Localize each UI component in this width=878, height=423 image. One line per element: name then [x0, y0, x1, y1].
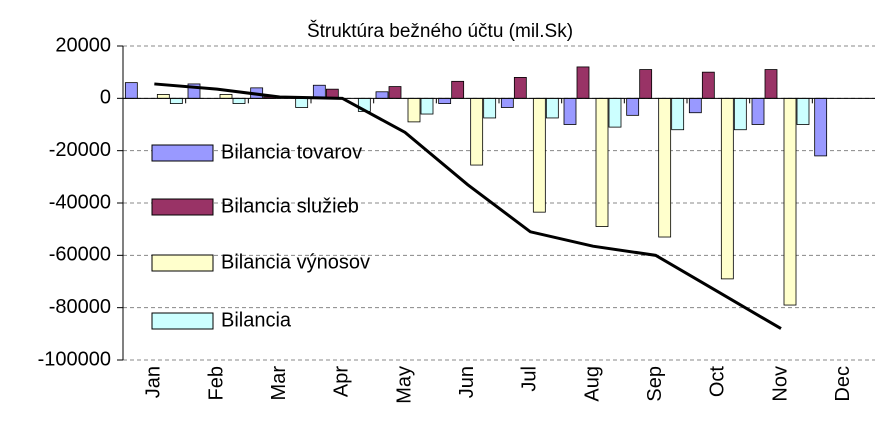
bar	[764, 69, 778, 99]
bar	[595, 97, 609, 227]
y-tick-label: -60000	[49, 244, 111, 266]
bar	[375, 91, 389, 99]
bar	[169, 97, 183, 104]
x-tick-label: Apr	[331, 366, 353, 397]
bar	[513, 77, 527, 99]
bar	[720, 97, 734, 280]
x-tick-label: Sep	[644, 366, 666, 402]
bar	[483, 97, 497, 119]
x-tick-label: Jul	[519, 366, 541, 392]
chart-title: Štruktúra bežného účtu (mil.Sk)	[307, 20, 573, 42]
bar	[219, 94, 233, 99]
bar	[295, 97, 309, 108]
bar	[671, 97, 685, 131]
y-tick-label: 20000	[55, 34, 111, 56]
bar	[532, 97, 546, 213]
x-tick-label: Jun	[456, 366, 478, 398]
bar	[451, 80, 465, 99]
y-tick-label: 0	[100, 87, 111, 109]
x-tick-label: Feb	[205, 366, 227, 400]
legend-swatch	[151, 144, 214, 162]
line	[154, 82, 782, 330]
x-tick-label: Oct	[707, 366, 729, 398]
legend-label: Bilancia	[221, 309, 292, 331]
legend-label: Bilancia výnosov	[221, 251, 370, 273]
bar	[576, 66, 590, 99]
y-tick-label: -40000	[49, 191, 111, 213]
bar	[608, 97, 622, 128]
bar	[688, 97, 702, 114]
legend-swatch	[151, 312, 214, 330]
x-tick-label: Mar	[268, 366, 290, 401]
bar	[626, 97, 640, 116]
bar	[783, 97, 797, 306]
legend-swatch	[151, 254, 214, 272]
x-tick-label: Nov	[769, 366, 791, 402]
bar	[438, 97, 452, 104]
y-tick-label: -100000	[38, 348, 111, 370]
bar	[407, 97, 421, 123]
bar	[701, 71, 715, 99]
y-tick-label: -80000	[49, 296, 111, 318]
legend-label: Bilancia služieb	[221, 195, 359, 217]
x-tick-label: Jan	[143, 366, 165, 398]
bar	[796, 97, 810, 125]
bar	[156, 94, 170, 99]
bar	[733, 97, 747, 131]
legend-swatch	[151, 198, 214, 216]
x-tick-label: Aug	[581, 366, 603, 402]
bar	[232, 97, 246, 104]
x-tick-label: Dec	[832, 366, 854, 402]
bar	[639, 69, 653, 99]
bar	[420, 97, 434, 115]
bar	[658, 97, 672, 238]
x-tick-label: May	[393, 366, 415, 404]
bar	[545, 97, 559, 119]
bar	[500, 97, 514, 108]
bar	[751, 97, 765, 125]
y-tick-label: -20000	[49, 139, 111, 161]
bar	[124, 82, 138, 99]
bar	[388, 86, 402, 99]
bar	[814, 97, 828, 157]
bar	[470, 97, 484, 166]
bar	[563, 97, 577, 125]
legend-label: Bilancia tovarov	[221, 141, 362, 163]
